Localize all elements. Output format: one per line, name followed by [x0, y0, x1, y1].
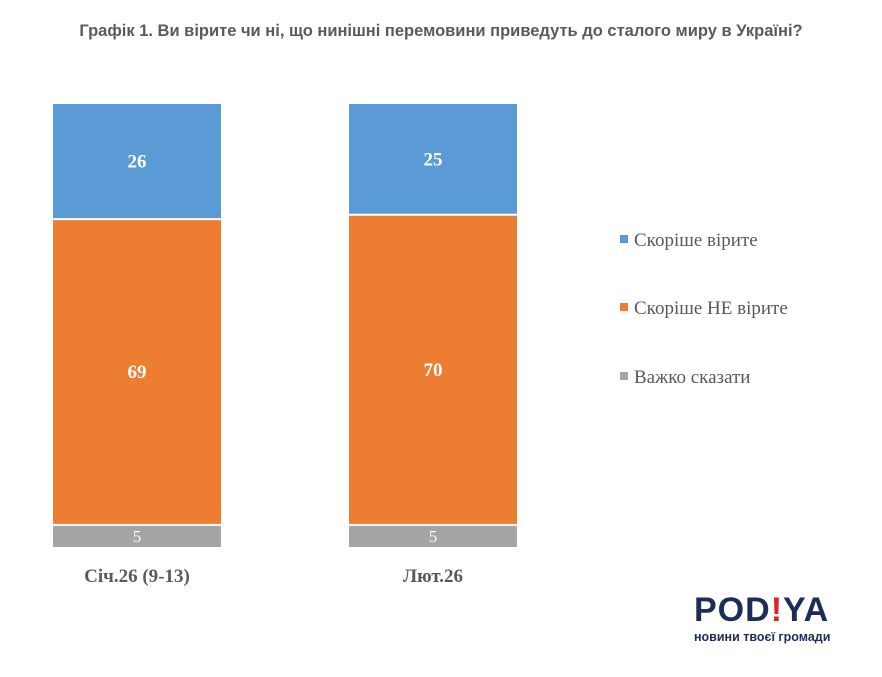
logo-word-excl: !: [770, 591, 784, 629]
logo-tagline: новини твоєї громади: [694, 630, 831, 644]
data-label-2-2: 70: [424, 360, 443, 381]
bar-segment-1-2: [53, 219, 221, 525]
data-label-1-1: 26: [128, 152, 147, 173]
category-label-2: Лют.26: [403, 566, 463, 587]
category-label-1: Січ.26 (9-13): [84, 566, 190, 587]
data-label-1-2: 69: [128, 362, 147, 383]
data-label-2-3: 5: [429, 527, 438, 546]
bar-segment-2-3: [349, 524, 517, 547]
data-label-1-3: 5: [133, 527, 142, 546]
data-label-2-1: 25: [424, 149, 443, 170]
bar-segment-2-2: [349, 214, 517, 525]
legend-label-3: Важко сказати: [634, 367, 750, 388]
bar-segment-2-1: [349, 104, 517, 215]
legend-label-2: Скоріше НЕ вірите: [634, 298, 788, 319]
legend-swatch-2: [620, 303, 628, 311]
legend-swatch-3: [620, 372, 628, 380]
legend-swatch-1: [620, 235, 628, 243]
bar-segment-1-1: [53, 104, 221, 220]
logo-word-left: POD: [694, 591, 771, 629]
logo-word-right: YA: [783, 591, 830, 629]
legend-label-1: Скоріше вірите: [634, 230, 758, 251]
podiya-logo: POD!YA новини твоєї громади: [694, 592, 864, 644]
chart-title: Графік 1. Ви вірите чи ні, що нинішні пе…: [79, 22, 803, 40]
logo-wordmark: POD!YA: [694, 592, 864, 628]
bar-segment-1-3: [53, 524, 221, 547]
